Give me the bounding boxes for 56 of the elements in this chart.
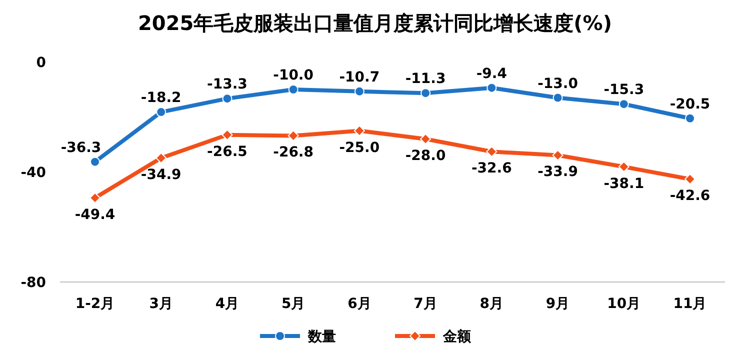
- point: [288, 84, 298, 94]
- data-label: -42.6: [670, 188, 710, 204]
- x-tick-label: 4月: [215, 296, 240, 312]
- data-label: -36.3: [60, 140, 102, 156]
- point: [486, 82, 497, 93]
- x-tick-label: 1-2月: [75, 296, 115, 312]
- data-label: -34.9: [140, 166, 182, 183]
- y-tick-label: 0: [36, 55, 46, 71]
- x-tick-label: 8月: [480, 296, 504, 312]
- data-label: -13.0: [538, 76, 578, 92]
- chart-title: 2025年毛皮服装出口量值月度累计同比增长速度(%): [138, 11, 612, 35]
- data-label: -10.0: [273, 68, 314, 84]
- data-label: -11.3: [405, 71, 446, 88]
- point: [685, 113, 695, 124]
- data-label: -10.7: [339, 69, 380, 86]
- data-label: -25.0: [339, 140, 380, 156]
- point: [618, 161, 630, 172]
- x-tick-label: 9月: [546, 296, 570, 312]
- point: [420, 88, 431, 98]
- legend-label: 金额: [442, 328, 472, 345]
- y-tick-label: -80: [20, 275, 46, 291]
- point: [156, 152, 167, 164]
- data-label: -38.1: [604, 176, 644, 192]
- x-tick-label: 10月: [607, 296, 641, 312]
- data-label: -15.3: [604, 82, 644, 98]
- point: [486, 146, 498, 158]
- data-label: -13.3: [207, 76, 248, 93]
- x-tick-label: 3月: [149, 296, 173, 312]
- data-label: -20.5: [670, 96, 710, 112]
- point: [618, 99, 629, 110]
- legend-label: 数量: [307, 329, 336, 345]
- point: [552, 92, 563, 103]
- point: [288, 130, 299, 142]
- point: [222, 129, 233, 140]
- point: [222, 94, 232, 104]
- data-label: -32.6: [471, 160, 512, 177]
- data-label: -49.4: [74, 206, 116, 223]
- data-label: -26.8: [273, 144, 314, 161]
- point: [90, 192, 100, 204]
- point: [156, 107, 166, 118]
- y-tick-label: -40: [20, 165, 46, 181]
- data-label: -33.9: [538, 164, 578, 180]
- x-tick-label: 6月: [348, 296, 372, 312]
- data-label: -26.5: [207, 144, 248, 160]
- point: [552, 150, 564, 161]
- data-label: -18.2: [140, 90, 182, 106]
- x-tick-label: 5月: [281, 296, 306, 312]
- x-tick-label: 7月: [414, 296, 438, 312]
- x-tick-label: 11月: [673, 296, 707, 312]
- point: [354, 125, 365, 136]
- point: [90, 156, 100, 167]
- point: [420, 134, 432, 144]
- data-label: -28.0: [405, 148, 446, 164]
- data-label: -9.4: [476, 66, 508, 82]
- point: [684, 174, 696, 185]
- point: [354, 86, 364, 96]
